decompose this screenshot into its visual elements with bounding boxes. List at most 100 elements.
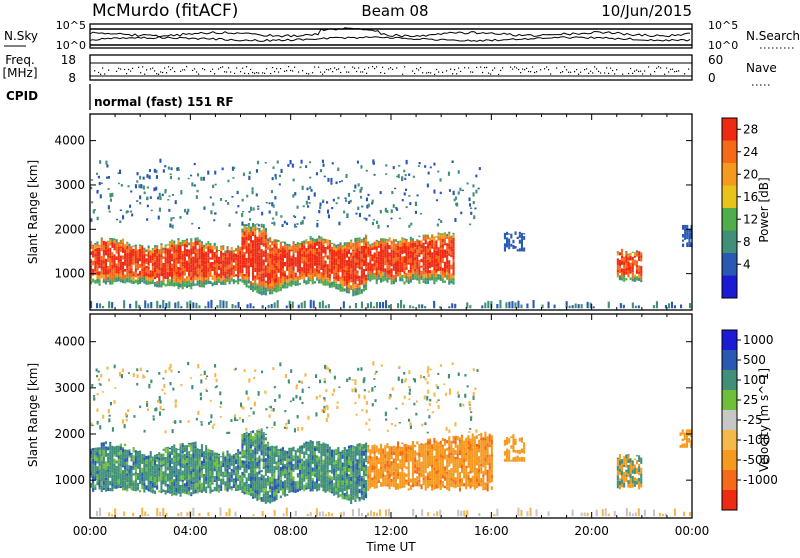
data-cell (163, 282, 165, 285)
data-cell (252, 243, 254, 246)
data-cell (231, 275, 233, 278)
data-cell (282, 491, 284, 495)
data-cell (118, 247, 120, 252)
data-cell (314, 247, 316, 249)
nave-dot (532, 66, 533, 67)
data-cell (199, 463, 201, 466)
data-cell (160, 270, 162, 272)
data-cell (169, 485, 171, 490)
data-cell (440, 237, 442, 240)
data-cell (469, 198, 471, 202)
data-cell (380, 254, 382, 258)
data-cell (391, 209, 393, 213)
data-cell (250, 488, 252, 493)
nave-dot (272, 67, 273, 68)
data-cell (342, 475, 344, 477)
data-cell (456, 203, 458, 207)
data-cell (425, 259, 427, 264)
data-cell (126, 484, 128, 489)
data-cell (369, 466, 371, 470)
data-cell (280, 272, 282, 277)
data-cell (133, 256, 135, 261)
data-cell (203, 281, 205, 285)
data-cell (352, 264, 354, 268)
data-cell (517, 237, 519, 239)
data-cell (137, 264, 139, 267)
data-cell (252, 450, 254, 455)
data-cell (307, 188, 309, 191)
data-cell (210, 197, 212, 199)
data-cell (312, 472, 314, 476)
nave-dot (286, 70, 287, 71)
data-cell (276, 290, 278, 293)
data-cell (188, 473, 190, 475)
data-cell (173, 452, 175, 455)
data-cell (120, 461, 122, 464)
data-cell (180, 446, 182, 449)
data-cell (101, 487, 103, 492)
data-cell (367, 485, 369, 487)
data-cell (271, 278, 273, 281)
data-cell (109, 451, 111, 456)
data-cell (153, 188, 155, 192)
data-cell (380, 239, 382, 244)
data-cell (263, 462, 265, 466)
data-cell (365, 239, 367, 241)
data-cell (242, 211, 244, 212)
data-cell (254, 249, 256, 253)
nave-dot (644, 70, 645, 71)
data-cell (137, 172, 139, 175)
data-cell (167, 279, 169, 283)
data-cell (150, 276, 152, 278)
data-cell (275, 211, 277, 215)
data-cell (359, 468, 361, 472)
data-cell (331, 285, 333, 288)
data-cell (305, 488, 307, 490)
data-cell (173, 490, 175, 493)
data-cell (365, 218, 367, 221)
data-cell (446, 278, 448, 280)
data-cell (214, 171, 216, 175)
data-cell (363, 278, 365, 281)
data-cell (359, 460, 361, 463)
data-cell (331, 247, 333, 250)
data-cell (99, 482, 101, 487)
data-cell (684, 235, 686, 240)
data-cell (288, 258, 290, 263)
data-cell (348, 252, 350, 254)
data-cell (267, 247, 269, 250)
data-cell (448, 306, 450, 308)
data-cell (438, 274, 440, 277)
colorbar-block (722, 118, 737, 141)
data-cell (448, 260, 450, 265)
data-cell (180, 262, 182, 266)
nave-dot (534, 72, 535, 73)
nave-dot (140, 72, 141, 73)
data-cell (222, 245, 224, 246)
data-cell (216, 487, 218, 492)
data-cell (331, 256, 333, 260)
data-cell (293, 476, 295, 480)
data-cell (303, 265, 305, 270)
data-cell (192, 263, 194, 267)
data-cell (92, 249, 94, 251)
data-cell (118, 452, 120, 455)
nave-dot (162, 72, 163, 73)
noise-panel: N.Sky 10^5 10^0 10^5 10^0 N.Search (4, 19, 800, 52)
data-cell (139, 469, 141, 473)
data-cell (177, 240, 179, 243)
data-cell (158, 468, 160, 471)
data-cell (352, 260, 354, 262)
data-cell (342, 255, 344, 258)
data-cell (244, 450, 246, 455)
data-cell (354, 247, 356, 249)
data-cell (258, 484, 260, 487)
data-cell (316, 275, 318, 278)
data-cell (280, 489, 282, 491)
data-cell (429, 250, 431, 252)
data-cell (122, 477, 124, 480)
data-cell (167, 491, 169, 493)
data-cell (301, 446, 303, 449)
data-cell (340, 259, 342, 262)
data-cell (273, 278, 275, 282)
